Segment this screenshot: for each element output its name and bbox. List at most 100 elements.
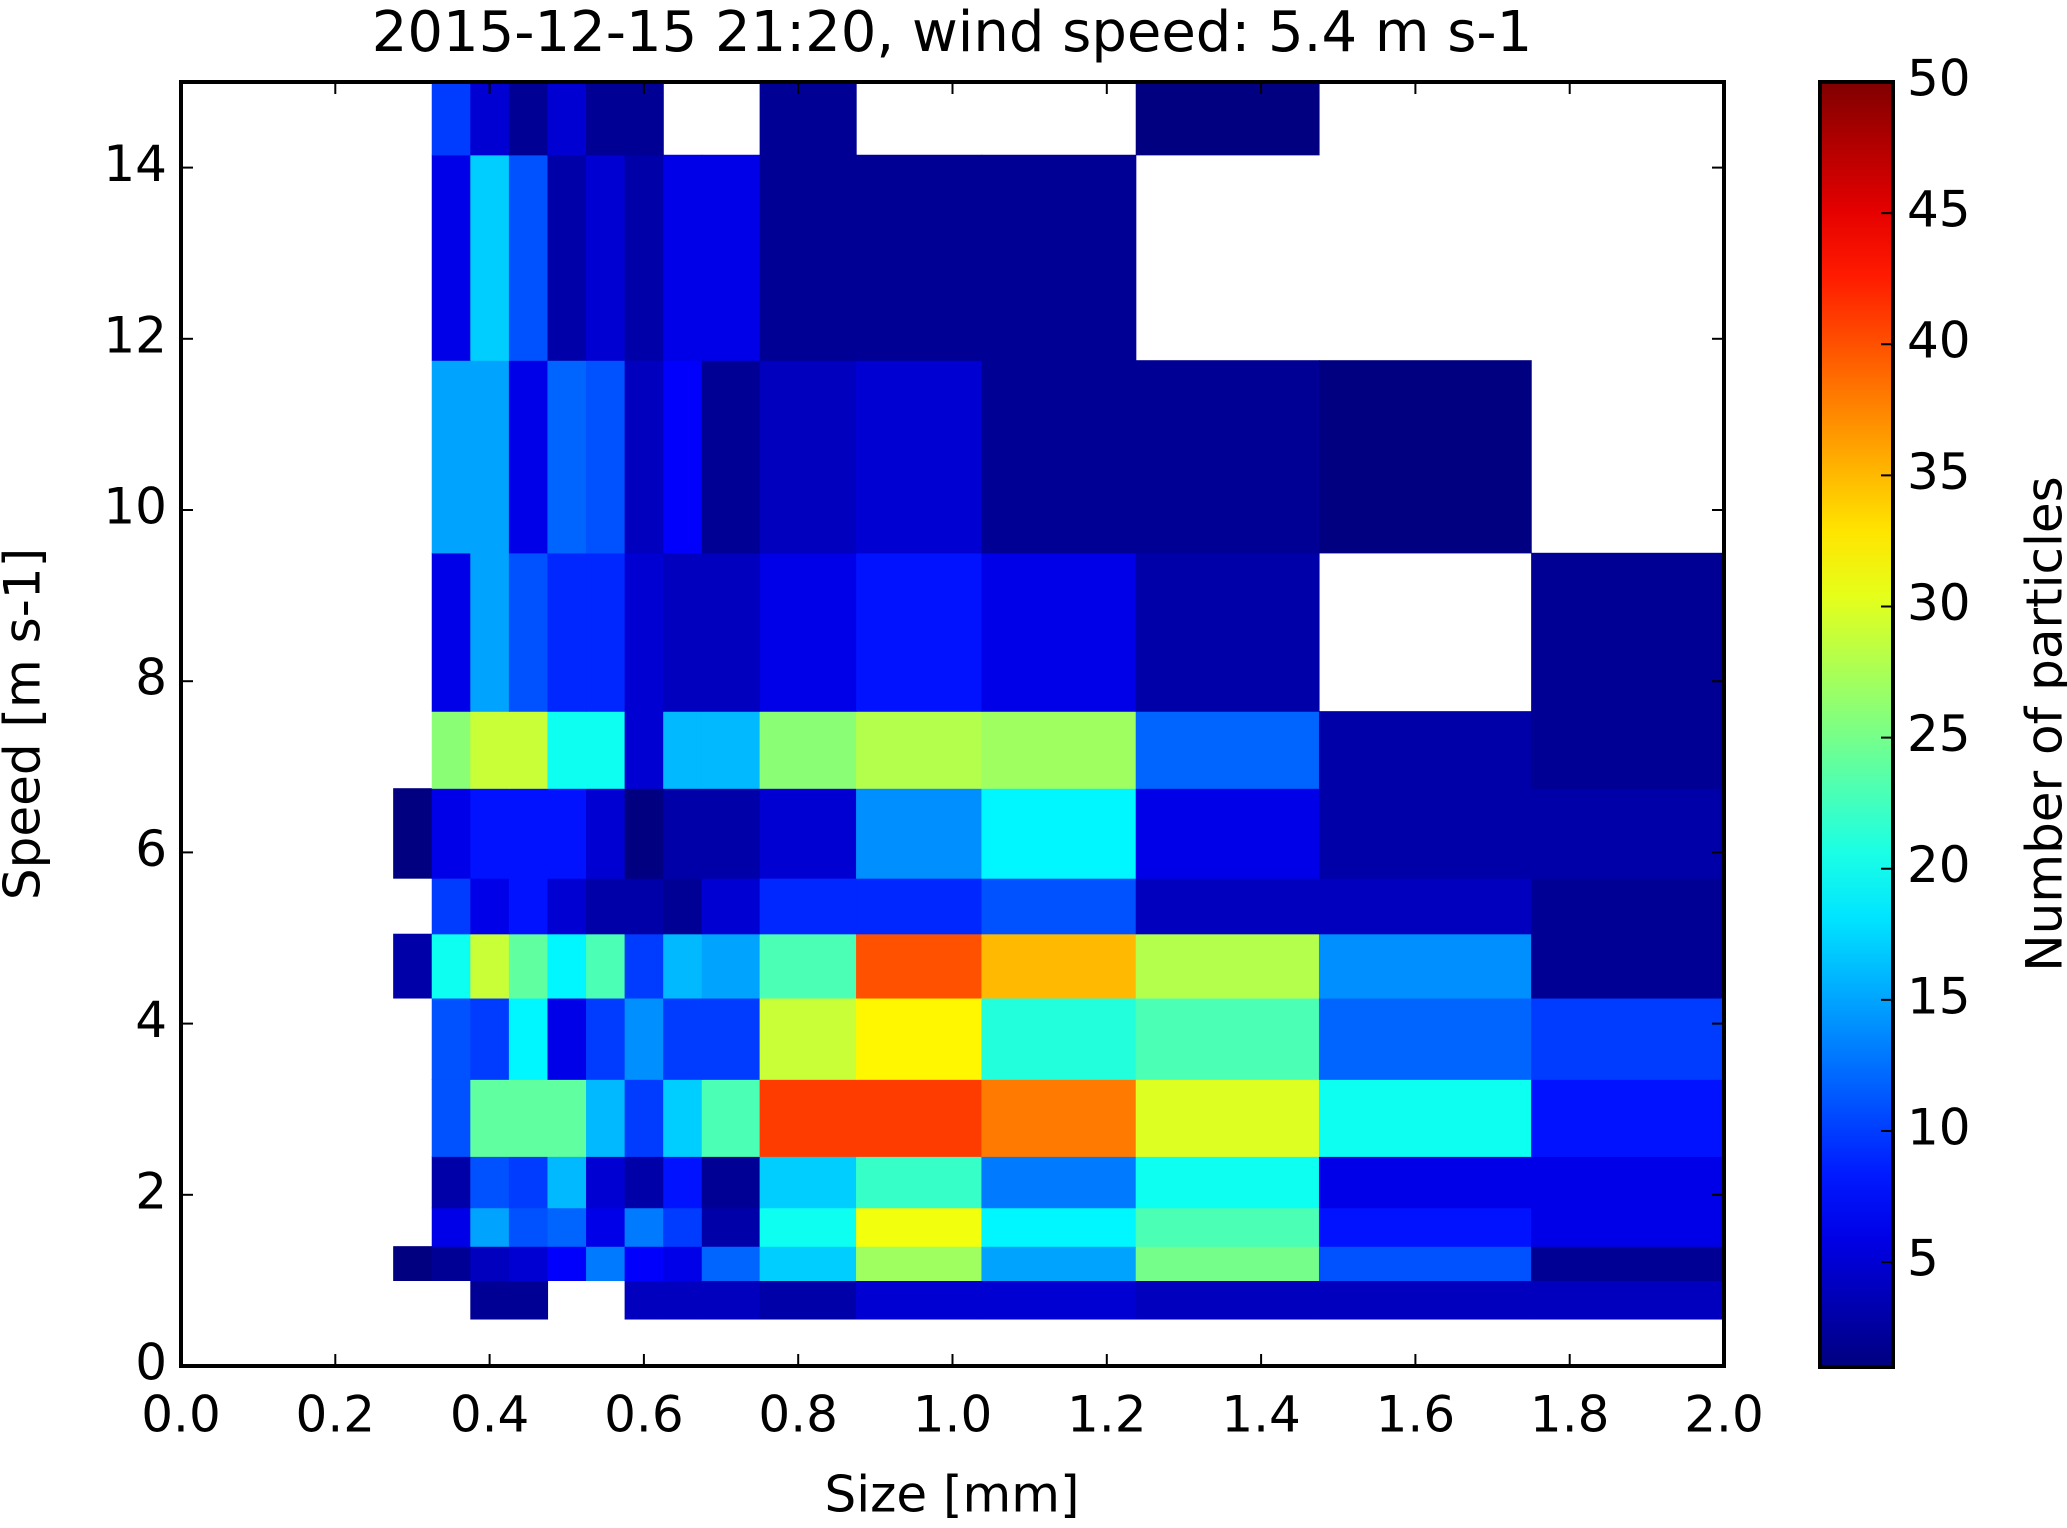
y-tick-label: 12: [103, 306, 167, 364]
x-tick-label: 1.2: [1067, 1386, 1147, 1444]
heatmap-cell: [431, 788, 471, 879]
heatmap-cell: [547, 154, 587, 361]
heatmap-cell: [856, 1079, 983, 1157]
heatmap-cell: [981, 1207, 1137, 1247]
y-tick-label: 6: [135, 820, 167, 878]
colorbar: [1818, 80, 1895, 1369]
colorbar-tick-label: 30: [1907, 574, 1971, 632]
heatmap-cell: [586, 360, 626, 554]
heatmap-cell: [470, 997, 510, 1080]
heatmap-cell: [856, 711, 983, 789]
heatmap-cell: [624, 360, 664, 554]
heatmap-cell: [981, 933, 1137, 999]
heatmap-cell: [586, 82, 626, 156]
heatmap-cell: [663, 154, 703, 361]
colorbar-tick-label: 10: [1907, 1098, 1971, 1156]
heatmap-cell: [856, 878, 983, 935]
heatmap-cell: [663, 1207, 703, 1247]
heatmap-cell: [701, 1207, 761, 1247]
heatmap-cell: [759, 82, 857, 156]
heatmap-cell: [1531, 788, 1724, 879]
heatmap-cell: [1318, 1246, 1532, 1281]
heatmap-cell: [431, 1207, 471, 1247]
heatmap-cell: [508, 1156, 549, 1209]
heatmap-cell: [856, 1246, 983, 1281]
heatmap-cell: [1135, 711, 1320, 789]
heatmap-cell: [470, 82, 510, 156]
colorbar-tick-label: 45: [1907, 181, 1971, 239]
heatmap-cell: [759, 933, 857, 999]
x-tick-label: 0.4: [450, 1386, 530, 1444]
heatmap-cell: [856, 1280, 983, 1320]
heatmap-cell: [759, 552, 857, 712]
heatmap-cell: [1135, 82, 1320, 156]
heatmap-cell: [856, 154, 983, 361]
chart-title: 2015-12-15 21:20, wind speed: 5.4 m s-1: [372, 0, 1533, 65]
heatmap-cell: [1135, 1079, 1320, 1157]
y-tick-label: 4: [135, 991, 167, 1049]
heatmap-cell: [624, 878, 664, 935]
heatmap-cell: [624, 1079, 664, 1157]
heatmap-cell: [701, 711, 761, 789]
heatmap-cell: [586, 1207, 626, 1247]
x-axis-label: Size [mm]: [825, 1466, 1080, 1524]
colorbar-tick-label: 50: [1907, 50, 1971, 108]
heatmap-cell: [470, 360, 510, 554]
heatmap-cell: [547, 1156, 587, 1209]
y-tick-label: 0: [135, 1334, 167, 1392]
heatmap-cell: [624, 154, 664, 361]
x-tick-label: 1.8: [1530, 1386, 1610, 1444]
heatmap-cell: [470, 711, 510, 789]
heatmap-cell: [663, 1246, 703, 1281]
heatmap-cell: [470, 154, 510, 361]
heatmap-cell: [1135, 1207, 1320, 1247]
x-tick-label: 0.6: [604, 1386, 684, 1444]
heatmap-cell: [759, 1246, 857, 1281]
heatmap-cell: [586, 788, 626, 879]
heatmap-cell: [1531, 1246, 1724, 1281]
heatmap-cell: [759, 154, 857, 361]
heatmap-cell: [701, 933, 761, 999]
heatmap-cell: [981, 997, 1137, 1080]
heatmap-cell: [981, 1079, 1137, 1157]
heatmap-cell: [508, 997, 549, 1080]
y-tick-label: 10: [103, 478, 167, 536]
heatmap-cell: [759, 1280, 857, 1320]
heatmap-cell: [701, 552, 761, 712]
heatmap-cell: [470, 1079, 510, 1157]
heatmap-cell: [547, 1079, 587, 1157]
heatmap-cell: [1531, 1207, 1724, 1247]
heatmap-cell: [470, 788, 510, 879]
colorbar-label: Number of particles: [2016, 476, 2067, 971]
heatmap-cell: [759, 360, 857, 554]
heatmap-cell: [1318, 1280, 1532, 1320]
heatmap-cell: [1135, 933, 1320, 999]
x-tick-label: 1.6: [1376, 1386, 1456, 1444]
heatmap-cell: [431, 1246, 471, 1281]
heatmap-cell: [470, 1246, 510, 1281]
heatmap-cell: [759, 788, 857, 879]
heatmap-cell: [393, 1246, 433, 1281]
heatmap-cell: [759, 1079, 857, 1157]
heatmap-cell: [1318, 711, 1532, 789]
y-axis-label: Speed [m s-1]: [0, 548, 52, 900]
heatmap-cell: [1318, 933, 1532, 999]
heatmap-cell: [586, 997, 626, 1080]
colorbar-tick-label: 35: [1907, 443, 1971, 501]
heatmap-cell: [663, 1079, 703, 1157]
heatmap-cell: [431, 552, 471, 712]
heatmap-cell: [1135, 878, 1320, 935]
heatmap-cell: [624, 1207, 664, 1247]
heatmap-cell: [856, 788, 983, 879]
heatmap-cell: [663, 878, 703, 935]
heatmap-cell: [856, 1207, 983, 1247]
colorbar-tick-label: 20: [1907, 836, 1971, 894]
heatmap-cell: [1318, 1079, 1532, 1157]
heatmap-cell: [508, 1280, 549, 1320]
heatmap-cell: [759, 1156, 857, 1209]
heatmap-cell: [759, 711, 857, 789]
heatmap-cell: [701, 154, 761, 361]
y-tick-label: 8: [135, 649, 167, 707]
heatmap-cell: [1531, 1079, 1724, 1157]
heatmap-cell: [1318, 1156, 1532, 1209]
